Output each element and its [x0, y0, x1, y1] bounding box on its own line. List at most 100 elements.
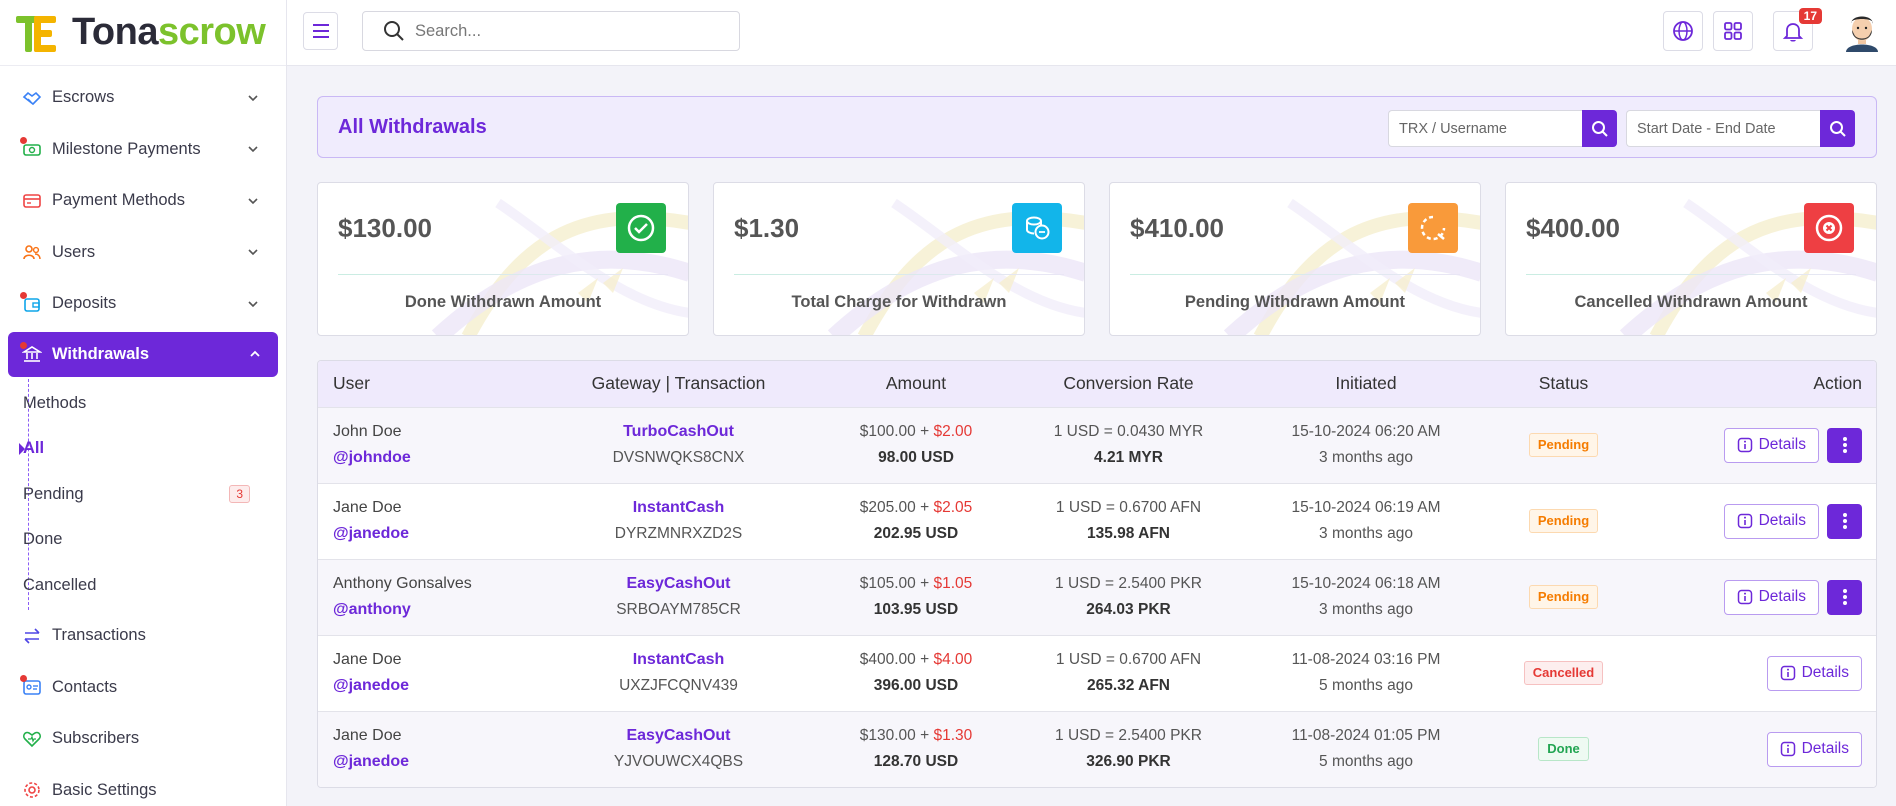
date-range-input[interactable]	[1626, 110, 1820, 147]
sidebar-item-basic-settings[interactable]: Basic Settings	[0, 765, 286, 806]
loading-icon	[1408, 203, 1458, 253]
user-cell: Jane Doe @janedoe	[318, 483, 546, 559]
search-icon	[1591, 120, 1608, 137]
users-icon	[22, 242, 42, 262]
transaction-id: DVSNWQKS8CNX	[612, 449, 745, 466]
avatar[interactable]	[1842, 10, 1882, 52]
sidebar-item-payment-methods[interactable]: Payment Methods	[0, 175, 286, 227]
user-cell: Anthony Gonsalves @anthony	[318, 559, 546, 635]
user-name: Jane Doe	[333, 651, 402, 668]
net-amount: 98.00 USD	[878, 449, 954, 466]
trx-search-button[interactable]	[1582, 110, 1617, 147]
table-row: Jane Doe @janedoe InstantCash UXZJFCQNV439 $…	[318, 635, 1876, 711]
conversion-cell: 1 USD = 2.5400 PKR 326.90 PKR	[1021, 711, 1236, 787]
net-amount: 396.00 USD	[873, 677, 959, 694]
summary-cards: $130.00 Done Withdrawn Amount $1.30 Total C…	[317, 182, 1877, 336]
sidebar-item-users[interactable]: Users	[0, 227, 286, 279]
status-cell: Pending	[1496, 407, 1631, 483]
sidebar-item-contacts[interactable]: Contacts	[0, 662, 286, 714]
sidebar-item-milestone-payments[interactable]: Milestone Payments	[0, 124, 286, 176]
submenu-item-cancelled[interactable]: Cancelled	[23, 563, 286, 609]
user-handle-link[interactable]: @janedoe	[333, 677, 410, 694]
conversion-rate: 1 USD = 0.6700 AFN	[1055, 651, 1202, 668]
amount-cell: $105.00 + $1.05 103.95 USD	[811, 559, 1021, 635]
gateway-cell: InstantCash DYRZMNRXZD2S	[546, 483, 811, 559]
status-cell: Pending	[1496, 483, 1631, 559]
logo[interactable]: Tonascrow	[0, 0, 286, 66]
search-input[interactable]	[415, 21, 715, 41]
sidebar-item-subscribers[interactable]: Subscribers	[0, 713, 286, 765]
converted-amount: 265.32 AFN	[1087, 677, 1170, 694]
details-button[interactable]: Details	[1723, 427, 1819, 463]
user-handle-link[interactable]: @anthony	[333, 601, 411, 618]
action-cell: Details	[1631, 407, 1876, 483]
menu-toggle-button[interactable]	[303, 12, 338, 50]
contact-card-icon	[20, 675, 42, 697]
initiated-date: 11-08-2024 03:16 PM	[1291, 651, 1441, 668]
submenu-item-methods[interactable]: Methods	[23, 381, 286, 427]
status-badge: Pending	[1528, 509, 1599, 533]
date-filter	[1626, 110, 1855, 147]
more-actions-button[interactable]	[1827, 427, 1862, 463]
global-search	[362, 11, 740, 51]
user-handle-link[interactable]: @janedoe	[333, 753, 410, 771]
gateway-cell: EasyCashOut YJVOUWCX4QBS	[546, 711, 811, 787]
sidebar-item-escrows[interactable]: Escrows	[0, 72, 286, 124]
chevron-down-icon	[248, 146, 258, 153]
submenu-item-pending[interactable]: Pending 3	[23, 472, 286, 518]
sidebar-item-withdrawals[interactable]: Withdrawals	[8, 331, 278, 377]
user-cell: Jane Doe @janedoe	[318, 635, 546, 711]
page-header: All Withdrawals	[317, 96, 1877, 158]
sidebar-item-label: Users	[52, 242, 96, 261]
more-actions-button[interactable]	[1827, 579, 1862, 615]
initiated-cell: 15-10-2024 06:20 AM 3 months ago	[1236, 407, 1496, 483]
details-label: Details	[1758, 588, 1806, 605]
trx-username-input[interactable]	[1388, 110, 1582, 147]
sidebar-item-label: Withdrawals	[52, 344, 150, 363]
sidebar-item-label: Escrows	[52, 88, 115, 107]
initiated-cell: 11-08-2024 01:05 PM 5 months ago	[1236, 711, 1496, 787]
more-actions-button[interactable]	[1827, 503, 1862, 539]
apps-button[interactable]	[1713, 11, 1753, 51]
logo-text-part1: Tona	[72, 11, 158, 53]
details-button[interactable]: Details	[1766, 655, 1862, 691]
charge-value: $1.30	[933, 727, 973, 745]
sidebar-nav: Escrows Milestone Payments Payment Metho…	[0, 66, 286, 806]
card-label: Cancelled Withdrawn Amount	[1574, 293, 1808, 311]
details-button[interactable]: Details	[1766, 731, 1862, 767]
transaction-id: UXZJFCQNV439	[619, 677, 738, 694]
sidebar-item-label: Subscribers	[52, 729, 140, 748]
amount-cell: $205.00 + $2.05 202.95 USD	[811, 483, 1021, 559]
chevron-down-icon	[248, 95, 258, 101]
hamburger-icon	[312, 24, 329, 38]
more-vertical-icon	[1842, 437, 1847, 453]
submenu-item-label: Done	[23, 530, 63, 549]
initiated-cell: 15-10-2024 06:18 AM 3 months ago	[1236, 559, 1496, 635]
net-amount: 202.95 USD	[873, 525, 959, 542]
details-button[interactable]: Details	[1723, 503, 1819, 539]
submenu-item-all[interactable]: All	[19, 426, 286, 472]
user-handle-link[interactable]: @janedoe	[333, 525, 410, 542]
submenu-item-done[interactable]: Done	[23, 517, 286, 563]
details-label: Details	[1758, 512, 1806, 529]
charge-value: $4.00	[933, 651, 973, 668]
sidebar-item-label: Deposits	[52, 294, 117, 313]
converted-amount: 4.21 MYR	[1094, 449, 1163, 466]
date-search-button[interactable]	[1820, 110, 1855, 147]
withdrawals-table: User Gateway | Transaction Amount Conver…	[317, 360, 1877, 788]
language-button[interactable]	[1663, 11, 1703, 51]
initiated-date: 15-10-2024 06:20 AM	[1291, 423, 1441, 440]
gateway-name: EasyCashOut	[626, 727, 731, 745]
details-button[interactable]: Details	[1723, 579, 1819, 615]
info-icon	[1780, 665, 1795, 681]
initiated-cell: 15-10-2024 06:19 AM 3 months ago	[1236, 483, 1496, 559]
sidebar-item-deposits[interactable]: Deposits	[0, 278, 286, 330]
user-handle-link[interactable]: @johndoe	[333, 449, 411, 466]
notifications-button[interactable]: 17	[1773, 8, 1822, 51]
sidebar: Tonascrow Escrows Milestone Payments Pay…	[0, 0, 287, 806]
submenu-item-label: Methods	[23, 393, 87, 412]
main-content: All Withdrawals $130.00 Done Withdrawn Am…	[317, 96, 1877, 788]
sidebar-item-transactions[interactable]: Transactions	[0, 610, 286, 662]
card-amount: $410.00	[1130, 213, 1224, 243]
grid-icon	[1724, 22, 1742, 40]
